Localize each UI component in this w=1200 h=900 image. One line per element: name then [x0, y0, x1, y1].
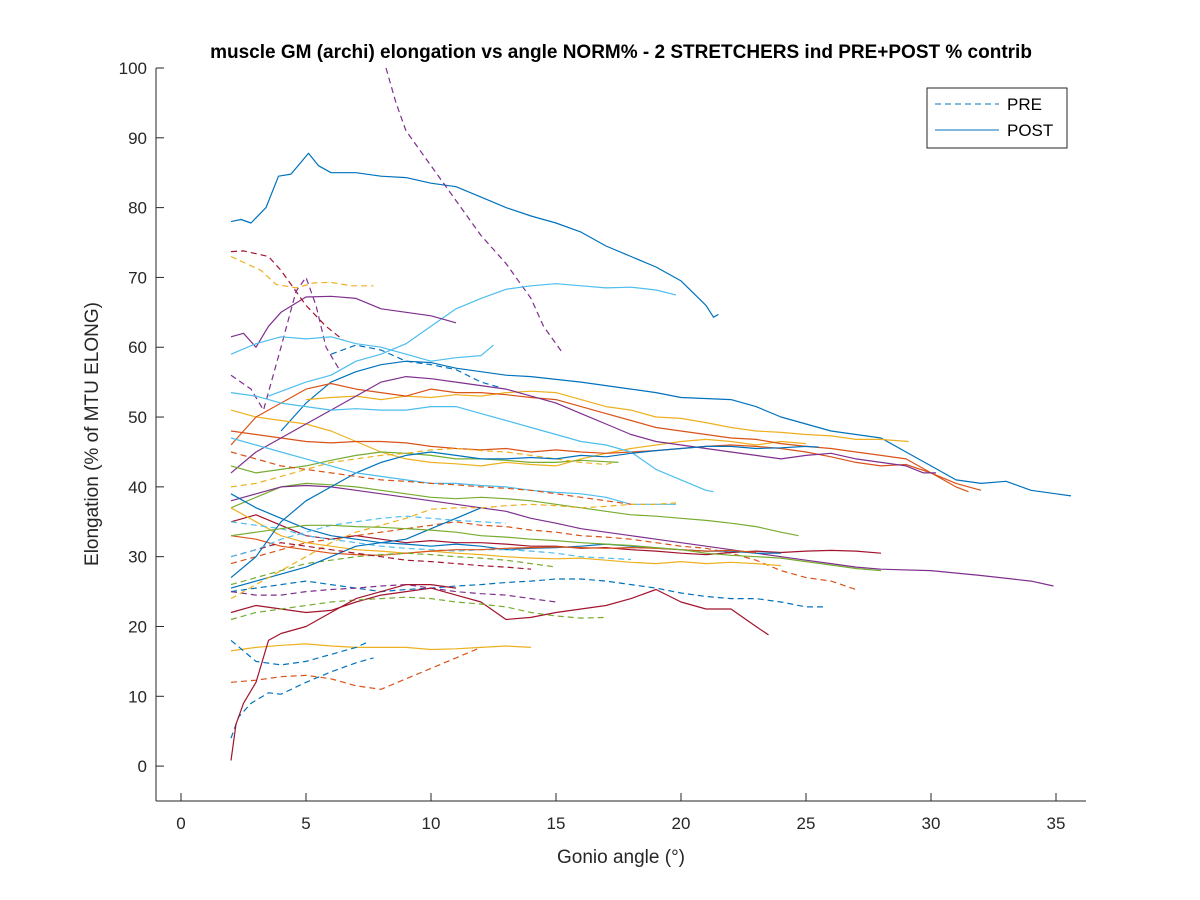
series-line-10-solid [230, 409, 807, 467]
series-line-38-solid [230, 437, 676, 505]
series-line-17-dashed [230, 447, 614, 488]
series-line-16-solid [230, 451, 619, 474]
series-line-39-dashed [230, 502, 677, 600]
series-line-23-solid [230, 507, 782, 567]
y-tick-label: 20 [128, 617, 147, 636]
series-line-21-solid [230, 514, 882, 556]
series-line-36-solid [230, 507, 482, 589]
series-line-37-solid [230, 445, 819, 579]
series-line-12-solid [230, 382, 982, 491]
legend-label-pre: PRE [1007, 95, 1042, 114]
x-tick-label: 25 [797, 814, 816, 833]
y-tick-label: 40 [128, 478, 147, 497]
series-line-32-dashed [230, 646, 482, 690]
series-line-43-solid [230, 524, 882, 572]
y-tick-label: 70 [128, 268, 147, 287]
series-line-33-dashed [230, 657, 374, 739]
x-tick-label: 0 [176, 814, 185, 833]
series-line-24-dashed [230, 521, 632, 561]
x-tick-label: 15 [547, 814, 566, 833]
series-line-35-solid [230, 584, 457, 761]
y-tick-label: 60 [128, 338, 147, 357]
y-tick-label: 90 [128, 129, 147, 148]
axes: 0 5 10 15 20 25 30 35 0 10 20 30 40 50 60 70 80 90 100 [119, 59, 1086, 833]
series-line-26-dashed [230, 552, 557, 586]
x-tick-label: 20 [672, 814, 691, 833]
chart-title: muscle GM (archi) elongation vs angle NO… [210, 42, 1032, 63]
series-line-4-dashed [230, 255, 374, 289]
x-axis-label: Gonio angle (°) [557, 847, 685, 868]
series-line-15-solid [230, 392, 714, 493]
y-axis-label: Elongation (% of MTU ELONG) [82, 302, 103, 566]
legend-box [926, 87, 1068, 149]
legend: PRE POST [926, 87, 1068, 149]
series-line-0-solid [230, 152, 719, 318]
series-line-42-dashed [230, 515, 507, 558]
x-tick-label: 30 [922, 814, 941, 833]
plot-area [156, 68, 1086, 801]
series-line-9-solid [280, 360, 1072, 497]
series-line-14-solid [230, 376, 936, 474]
legend-label-post: POST [1007, 121, 1053, 140]
series-line-2-solid [268, 283, 677, 397]
series-line-34-dashed [230, 639, 369, 666]
y-tick-label: 10 [128, 687, 147, 706]
series-line-18-solid [230, 482, 799, 537]
series-line-28-dashed [230, 584, 557, 603]
x-tick-label: 5 [301, 814, 310, 833]
y-tick-label: 100 [119, 59, 147, 78]
series-line-30-dashed [230, 596, 607, 621]
y-tick-label: 50 [128, 408, 147, 427]
series-line-27-dashed [230, 578, 826, 608]
series-line-8-dashed [330, 344, 499, 388]
series-layer [230, 67, 1072, 761]
series-line-13-solid [230, 430, 969, 493]
y-tick-label: 30 [128, 548, 147, 567]
y-tick-label: 0 [138, 757, 147, 776]
series-line-1-dashed [385, 67, 564, 355]
series-line-5-dashed [230, 250, 344, 341]
series-line-19-solid [230, 484, 1054, 587]
series-line-29-solid [230, 587, 769, 636]
series-line-40-dashed [230, 451, 632, 505]
x-tick-label: 10 [422, 814, 441, 833]
y-tick-label: 80 [128, 199, 147, 218]
series-line-7-solid [230, 336, 494, 362]
x-tick-label: 35 [1047, 814, 1066, 833]
series-line-41-dashed [230, 542, 532, 570]
